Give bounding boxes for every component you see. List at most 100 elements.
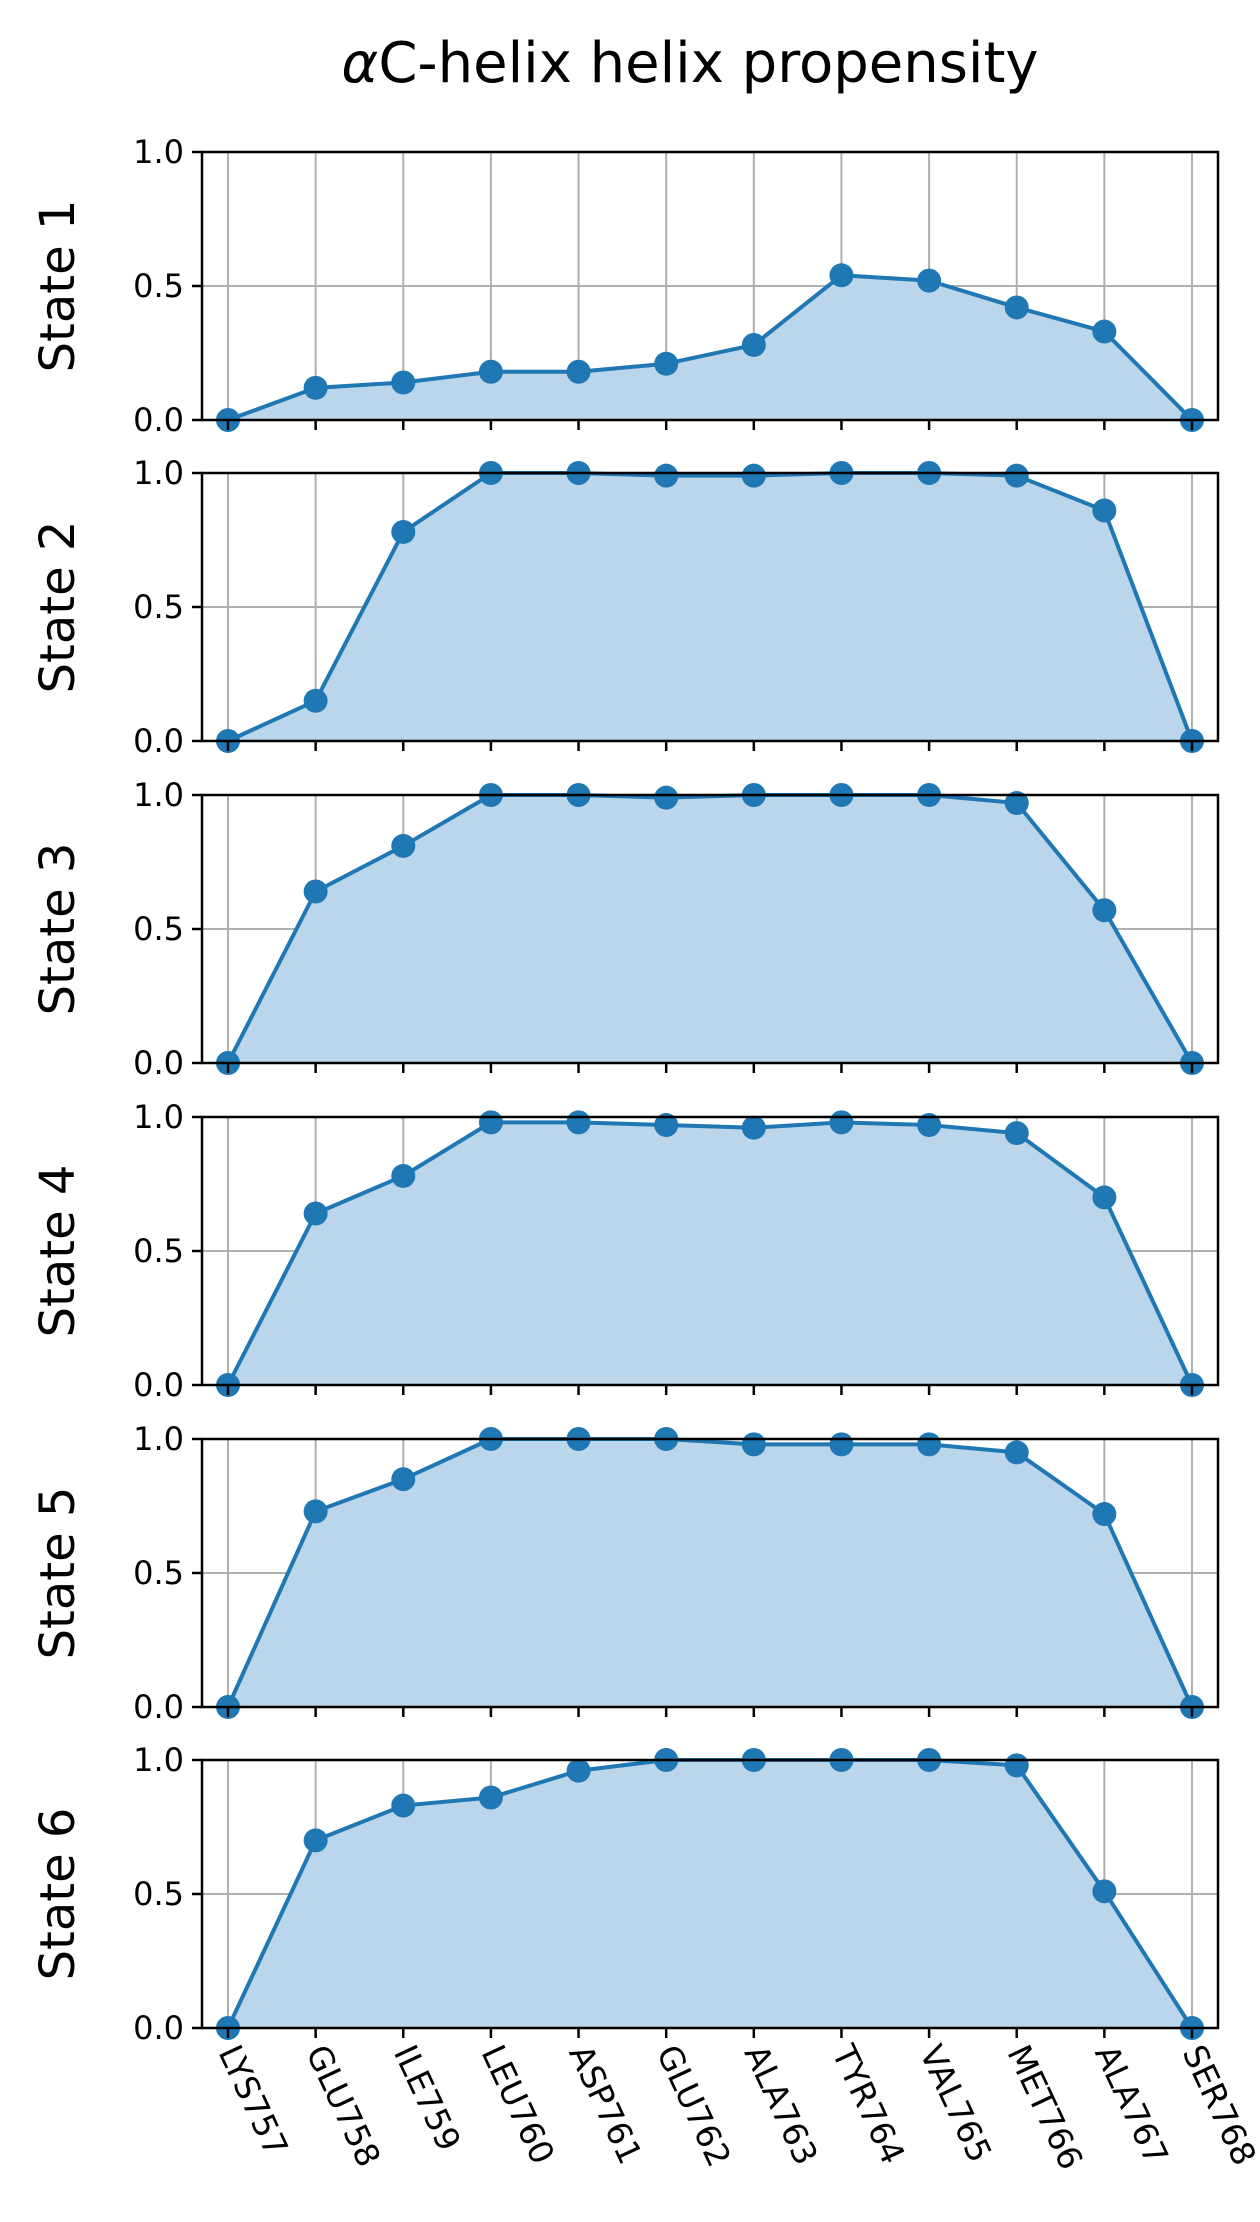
- x-tick-label-GLU758: GLU758: [298, 2039, 388, 2173]
- y-tick-label: 0.5: [133, 1875, 184, 1913]
- data-point-ALA763: [741, 1115, 766, 1140]
- data-point-MET766: [1004, 463, 1029, 488]
- panel-ylabel: State 4: [30, 1165, 86, 1338]
- data-point-ASP761: [566, 359, 591, 384]
- series-line: [226, 1437, 1194, 1708]
- y-tick-label: 0.0: [133, 1044, 184, 1082]
- data-point-GLU762: [654, 463, 679, 488]
- data-point-ALA763: [741, 332, 766, 357]
- data-point-MET766: [1004, 1440, 1029, 1465]
- data-point-VAL765: [917, 268, 942, 293]
- data-point-TYR764: [829, 1110, 854, 1135]
- chart-title-rest: C-helix helix propensity: [378, 31, 1038, 96]
- y-tick-label: 1.0: [133, 776, 184, 814]
- y-tick-label: 0.0: [133, 1366, 184, 1404]
- x-tick-label-LYS757: LYS757: [211, 2039, 296, 2163]
- series-line: [227, 471, 1194, 743]
- y-tick-label: 0.0: [133, 722, 184, 760]
- data-point-LEU760: [478, 1785, 503, 1810]
- y-tick-label: 0.5: [133, 1232, 184, 1270]
- x-tick-label-MET766: MET766: [999, 2039, 1090, 2176]
- data-point-LEU760: [478, 359, 503, 384]
- area-fill: [228, 795, 1192, 1063]
- data-point-GLU758: [303, 1499, 328, 1524]
- data-point-TYR764: [829, 263, 854, 288]
- data-point-MET766: [1004, 295, 1029, 320]
- data-point-ALA763: [741, 463, 766, 488]
- x-tick-label-SER768: SER768: [1175, 2039, 1260, 2171]
- series-line: [226, 1120, 1194, 1386]
- area-fill: [228, 473, 1192, 741]
- y-tick-label: 0.5: [133, 910, 184, 948]
- data-point-ILE759: [391, 833, 416, 858]
- data-point-GLU758: [303, 375, 328, 400]
- x-tick-label-LEU760: LEU760: [474, 2039, 563, 2170]
- area-fill: [228, 275, 1192, 420]
- y-tick-label: 0.0: [133, 401, 184, 439]
- data-point-LEU760: [478, 1110, 503, 1135]
- y-tick-label: 1.0: [133, 1098, 184, 1136]
- data-point-ILE759: [391, 1793, 416, 1818]
- x-tick-label-ALA763: ALA763: [737, 2039, 826, 2171]
- data-point-GLU758: [303, 688, 328, 713]
- data-point-ALA767: [1092, 1185, 1117, 1210]
- panel-ylabel: State 2: [30, 521, 86, 694]
- data-point-ALA767: [1092, 319, 1117, 344]
- data-point-ASP761: [566, 1110, 591, 1135]
- x-tick-label-ILE759: ILE759: [386, 2039, 469, 2157]
- data-point-ALA767: [1092, 498, 1117, 523]
- x-tick-label-GLU762: GLU762: [649, 2039, 739, 2173]
- data-point-MET766: [1004, 791, 1029, 816]
- panel-state-5: 0.0 0.5 1.0 State 5: [30, 1420, 1220, 1726]
- data-point-ASP761: [566, 1758, 591, 1783]
- y-tick-label: 1.0: [133, 454, 184, 492]
- data-point-GLU758: [303, 1828, 328, 1853]
- series-line: [226, 793, 1194, 1064]
- data-point-GLU758: [303, 1201, 328, 1226]
- data-point-ALA767: [1092, 1879, 1117, 1904]
- y-tick-label: 1.0: [133, 1741, 184, 1779]
- panel-ylabel: State 5: [30, 1487, 86, 1660]
- data-point-MET766: [1004, 1121, 1029, 1146]
- panel-state-2: 0.0 0.5 1.0 State 2: [30, 454, 1220, 760]
- chart-title-prefix: α: [341, 31, 378, 96]
- series-line: [227, 273, 1194, 422]
- y-tick-label: 0.5: [133, 267, 184, 305]
- panel-state-1: 0.0 0.5 1.0 State 1: [30, 133, 1220, 439]
- data-point-GLU762: [654, 1113, 679, 1138]
- data-point-GLU762: [654, 785, 679, 810]
- area-fill: [228, 1439, 1192, 1707]
- y-tick-label: 0.5: [133, 1554, 184, 1592]
- panel-state-3: 0.0 0.5 1.0 State 3: [30, 776, 1220, 1082]
- x-tick-label-TYR764: TYR764: [824, 2038, 913, 2170]
- data-point-GLU762: [654, 351, 679, 376]
- y-tick-label: 1.0: [133, 133, 184, 171]
- panel-state-6: 0.0 0.5 1.0 State 6: [30, 1741, 1220, 2047]
- data-point-ALA763: [741, 1432, 766, 1457]
- area-fill: [228, 1760, 1192, 2028]
- data-point-ILE759: [391, 370, 416, 395]
- x-tick-label-ALA767: ALA767: [1087, 2039, 1176, 2171]
- panel-ylabel: State 6: [30, 1808, 86, 1981]
- y-tick-label: 0.0: [133, 2009, 184, 2047]
- panel-ylabel: State 3: [30, 843, 86, 1016]
- panel-state-4: 0.0 0.5 1.0 State 4: [30, 1098, 1220, 1404]
- data-point-VAL765: [917, 1113, 942, 1138]
- x-tick-label-VAL765: VAL765: [912, 2039, 1000, 2168]
- y-tick-label: 0.5: [133, 588, 184, 626]
- data-point-ILE759: [391, 1467, 416, 1492]
- data-point-MET766: [1004, 1753, 1029, 1778]
- chart-title: αC-helix helix propensity: [341, 31, 1038, 96]
- panel-ylabel: State 1: [30, 200, 86, 373]
- data-point-VAL765: [917, 1432, 942, 1457]
- data-point-ALA767: [1092, 898, 1117, 923]
- data-point-ALA767: [1092, 1502, 1117, 1527]
- data-point-TYR764: [829, 1432, 854, 1457]
- data-point-GLU758: [303, 879, 328, 904]
- data-point-ILE759: [391, 1163, 416, 1188]
- y-tick-label: 0.0: [133, 1688, 184, 1726]
- x-tick-label-ASP761: ASP761: [561, 2039, 650, 2170]
- panels-group: 0.0 0.5 1.0 State 1 0.0 0.5 1.0 State 2 0.0 0.5 1.…: [30, 133, 1220, 2047]
